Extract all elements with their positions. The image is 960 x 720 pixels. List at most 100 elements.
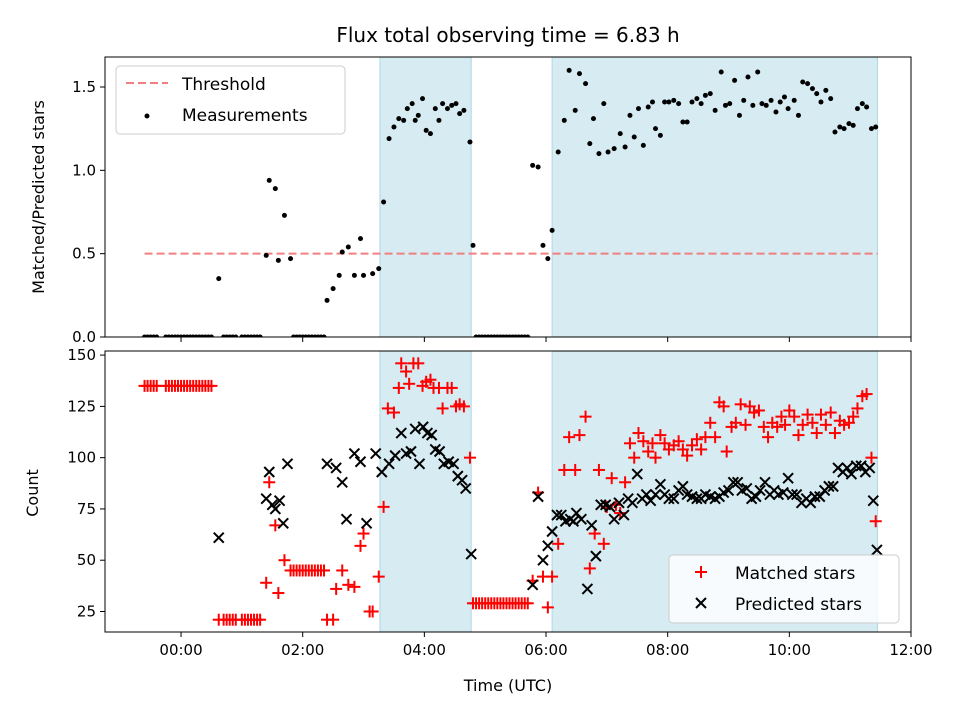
- measurement-point: [680, 119, 686, 125]
- x-stroke-b: [841, 462, 853, 474]
- x-stroke-b: [340, 513, 353, 525]
- matched-star-point: [372, 570, 385, 583]
- predicted-legend-label: Predicted stars: [735, 595, 862, 615]
- measurement-point: [233, 334, 239, 337]
- measurement-point: [336, 272, 342, 278]
- predicted-star-point: [827, 480, 839, 493]
- bottom-x-tick-label: 00:00: [159, 641, 202, 659]
- x-stroke-b: [273, 495, 286, 507]
- measurement-point: [376, 266, 382, 272]
- predicted-star-point: [348, 447, 361, 460]
- matched-star-point: [865, 451, 878, 464]
- matched-star-point: [842, 416, 855, 429]
- predicted-star-point: [336, 476, 348, 488]
- predicted-star-point: [809, 490, 821, 503]
- predicted-star-point: [269, 503, 282, 515]
- bottom-y-tick-label: 150: [67, 346, 96, 364]
- matched-legend-label: Matched stars: [735, 564, 855, 584]
- x-stroke-b: [395, 427, 407, 439]
- x-stroke-b: [456, 474, 468, 486]
- measurement-point: [698, 101, 704, 107]
- measurement-point: [763, 102, 769, 108]
- top-plot-area: [142, 67, 879, 337]
- measurement-point: [321, 334, 327, 337]
- predicted-star-point: [447, 458, 460, 470]
- x-stroke-b: [618, 509, 630, 521]
- bottom-x-tick-label: 04:00: [403, 641, 446, 659]
- matched-star-point: [658, 437, 671, 450]
- x-stroke-b: [546, 525, 558, 538]
- matched-star-point: [412, 357, 425, 370]
- predicted-star-point: [575, 513, 588, 525]
- x-stroke-b: [465, 548, 477, 560]
- x-stroke-b: [405, 445, 417, 458]
- x-stroke-b: [429, 443, 442, 456]
- predicted-star-point: [649, 488, 662, 501]
- matched-star-point: [720, 445, 733, 458]
- top-y-tick-label: 1.5: [72, 78, 96, 96]
- predicted-star-point: [590, 550, 602, 562]
- bottom-plot-area: [138, 357, 883, 626]
- x-stroke-b: [555, 509, 567, 521]
- top-legend: Threshold Measurements: [115, 65, 346, 135]
- matched-star-point: [739, 418, 752, 431]
- x-stroke-b: [570, 507, 583, 519]
- matched-star-point: [752, 404, 765, 417]
- measurement-point: [635, 106, 641, 112]
- measurement-point: [785, 106, 791, 112]
- measurement-point: [601, 101, 607, 107]
- matched-star-point: [381, 402, 394, 415]
- predicted-star-point: [663, 492, 675, 505]
- predicted-star-point: [823, 480, 835, 493]
- x-stroke-b: [699, 488, 712, 501]
- matched-star-point: [272, 587, 285, 600]
- measurement-point: [823, 87, 829, 93]
- top-y-axis-label: Matched/Predicted stars: [29, 100, 48, 294]
- measurement-point: [535, 164, 541, 170]
- predicted-star-point: [213, 531, 225, 544]
- measurement-point: [640, 142, 646, 148]
- matched-star-point: [546, 570, 559, 583]
- x-stroke-b: [754, 484, 766, 497]
- x-stroke-b: [369, 447, 382, 460]
- predicted-star-point: [526, 579, 539, 591]
- measurement-point: [781, 94, 787, 100]
- matched-star-point: [686, 439, 699, 452]
- bottom-y-tick-label: 125: [67, 397, 96, 415]
- predicted-star-point: [871, 544, 883, 556]
- matched-star-point: [681, 449, 694, 462]
- x-stroke-b: [804, 497, 817, 509]
- matched-star-point: [424, 373, 437, 386]
- measurement-point: [645, 104, 651, 110]
- measurement-point: [154, 334, 160, 337]
- measurement-point: [457, 111, 463, 117]
- matched-star-point: [851, 402, 864, 415]
- predicted-star-point: [405, 445, 417, 458]
- measurement-point: [467, 139, 473, 145]
- x-stroke-b: [750, 490, 762, 503]
- measurement-point: [617, 131, 623, 137]
- measurement-point: [605, 149, 611, 155]
- predicted-star-point: [677, 480, 689, 493]
- x-stroke-b: [731, 476, 744, 488]
- predicted-star-point: [425, 429, 438, 441]
- matched-star-point: [628, 451, 641, 464]
- matched-star-point: [743, 400, 756, 413]
- x-stroke-b: [442, 456, 455, 468]
- measurement-point: [818, 99, 824, 105]
- measurement-point: [755, 69, 761, 75]
- predicted-star-point: [782, 472, 794, 484]
- predicted-star-point: [741, 482, 753, 495]
- x-axis-label: Time (UTC): [463, 676, 552, 695]
- x-stroke-b: [727, 476, 740, 488]
- measurement-point: [583, 81, 589, 87]
- predicted-star-point: [613, 497, 625, 509]
- measurement-point: [357, 236, 363, 242]
- measurement-point: [281, 212, 287, 218]
- predicted-star-point: [389, 449, 401, 462]
- x-stroke-b: [855, 460, 867, 472]
- x-stroke-b: [417, 421, 429, 433]
- predicted-star-point: [731, 476, 744, 488]
- predicted-star-point: [340, 513, 353, 525]
- measurement-point: [718, 69, 724, 75]
